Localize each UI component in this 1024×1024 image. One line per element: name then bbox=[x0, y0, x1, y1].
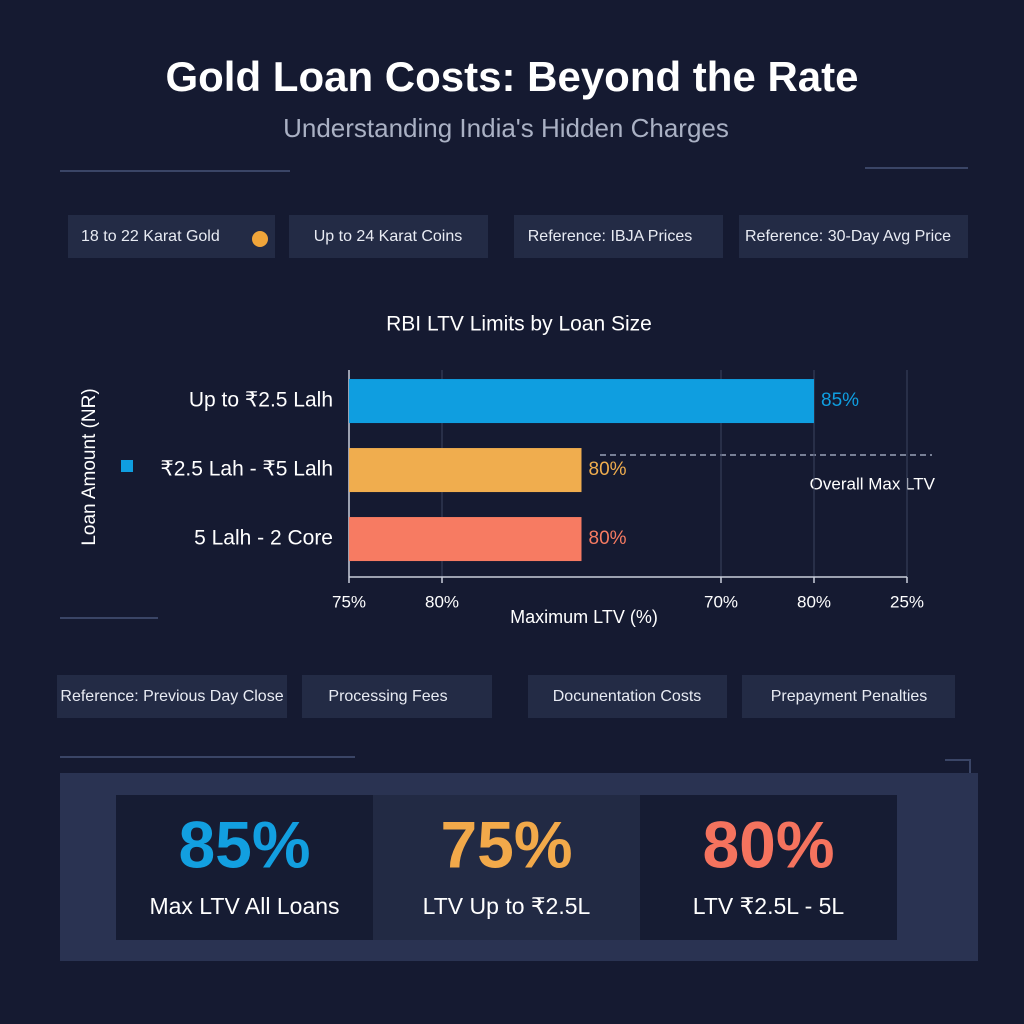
tag-text: Prepayment Penalties bbox=[771, 688, 928, 705]
y-axis-label: Loan Amount (NR) bbox=[79, 388, 100, 545]
x-tick-label: 70% bbox=[704, 592, 738, 611]
tag bbox=[302, 675, 492, 718]
tags-bottom: Reference: Previous Day Close Processing… bbox=[57, 675, 955, 718]
bar bbox=[349, 379, 814, 424]
tag bbox=[528, 675, 727, 718]
y-tick-label: 5 Lalh - 2 Core bbox=[194, 527, 333, 550]
coin-icon bbox=[252, 231, 268, 247]
annotation: Overall Max LTV bbox=[810, 474, 936, 493]
bar bbox=[349, 448, 582, 493]
subtitle: Understanding India's Hidden Charges bbox=[283, 113, 729, 143]
tag bbox=[289, 215, 488, 258]
tag-text: 18 to 22 Karat Gold bbox=[81, 228, 220, 245]
chart-title: RBI LTV Limits by Loan Size bbox=[386, 313, 652, 336]
x-tick-label: 80% bbox=[425, 592, 459, 611]
bar bbox=[349, 517, 582, 562]
x-tick-label: 80% bbox=[797, 592, 831, 611]
stat-value: 85% bbox=[178, 807, 310, 881]
stats: 85% Max LTV All Loans 75% LTV Up to ₹2.5L 80… bbox=[116, 795, 897, 940]
x-tick-label: 25% bbox=[890, 592, 924, 611]
x-axis-label: Maximum LTV (%) bbox=[510, 607, 658, 627]
value-label: 80% bbox=[589, 528, 627, 549]
stat-label: Max LTV All Loans bbox=[149, 893, 339, 919]
tag-text: Reference: 30-Day Avg Price bbox=[745, 228, 951, 245]
tag bbox=[742, 675, 955, 718]
tag-text: Docunentation Costs bbox=[553, 688, 702, 705]
x-tick-label: 75% bbox=[332, 592, 366, 611]
y-tick-label: ₹2.5 Lah - ₹5 Lalh bbox=[160, 458, 333, 481]
stat-label: LTV ₹2.5L - 5L bbox=[693, 893, 845, 919]
legend-marker bbox=[121, 460, 133, 472]
value-label: 80% bbox=[589, 459, 627, 480]
tag bbox=[68, 215, 275, 258]
tag-text: Reference: Previous Day Close bbox=[60, 688, 283, 705]
title: Gold Loan Costs: Beyond the Rate bbox=[165, 53, 858, 100]
value-label: 85% bbox=[821, 390, 859, 411]
stat-value: 75% bbox=[440, 807, 572, 881]
tag-text: Processing Fees bbox=[328, 688, 447, 705]
stat-card bbox=[116, 795, 373, 940]
tags-top: 18 to 22 Karat Gold Up to 24 Karat Coins… bbox=[68, 215, 968, 258]
chart: RBI LTV Limits by Loan Size Loan Amount … bbox=[79, 313, 936, 627]
tag-text: Up to 24 Karat Coins bbox=[314, 228, 463, 245]
tag bbox=[57, 675, 287, 718]
tag-text: Reference: IBJA Prices bbox=[528, 228, 693, 245]
stat-label: LTV Up to ₹2.5L bbox=[423, 893, 591, 919]
tag bbox=[739, 215, 968, 258]
y-tick-label: Up to ₹2.5 Lalh bbox=[189, 389, 333, 412]
stat-card bbox=[373, 795, 640, 940]
stat-value: 80% bbox=[702, 807, 834, 881]
stat-card bbox=[640, 795, 897, 940]
tag bbox=[514, 215, 723, 258]
